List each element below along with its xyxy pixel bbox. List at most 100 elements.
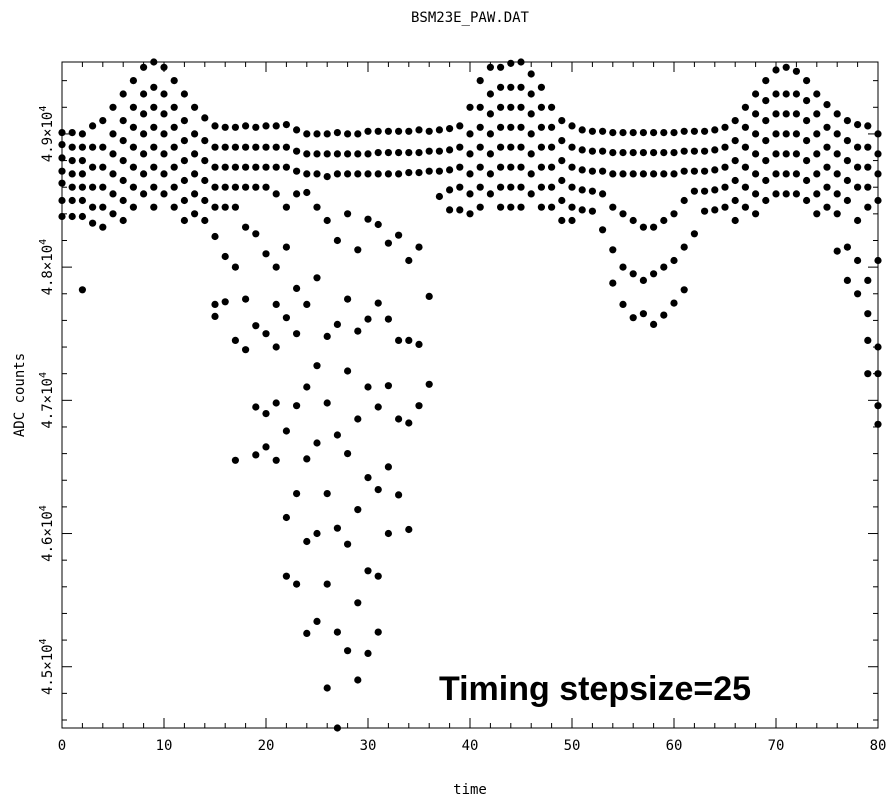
data-point xyxy=(150,58,158,66)
data-point xyxy=(425,292,433,300)
data-point xyxy=(344,450,352,458)
data-point xyxy=(741,183,750,191)
data-point xyxy=(282,314,290,322)
data-point xyxy=(160,63,168,71)
data-point xyxy=(180,216,188,225)
data-point xyxy=(425,147,433,155)
data-point xyxy=(752,190,760,198)
data-point xyxy=(782,190,790,198)
data-point xyxy=(711,126,719,134)
data-point xyxy=(303,537,311,546)
data-point xyxy=(639,223,648,231)
data-point xyxy=(690,187,699,195)
data-point xyxy=(660,311,668,319)
data-point xyxy=(599,127,607,135)
data-point xyxy=(170,183,178,191)
data-point xyxy=(140,170,148,178)
x-axis: 0 10 20 30 40 50 60 70 80 xyxy=(58,62,886,754)
data-point xyxy=(119,196,127,205)
data-point xyxy=(364,127,372,135)
data-point xyxy=(140,130,148,138)
data-point xyxy=(333,724,341,732)
data-point xyxy=(864,310,872,318)
data-point xyxy=(854,163,862,171)
data-point xyxy=(782,90,790,98)
data-point xyxy=(231,143,239,151)
y-axis: 4.5×104 4.6×104 4.7×104 4.8×104 4.9×104 xyxy=(38,80,878,721)
data-point xyxy=(272,343,280,351)
data-point xyxy=(374,149,382,157)
data-point xyxy=(160,110,168,118)
data-point xyxy=(527,150,535,158)
data-point xyxy=(609,246,617,254)
data-point xyxy=(78,212,86,221)
data-point xyxy=(476,143,484,151)
x-axis-label: time xyxy=(453,782,487,798)
data-point xyxy=(833,110,841,118)
data-point xyxy=(170,203,178,211)
data-point xyxy=(476,123,484,131)
data-point xyxy=(762,157,770,165)
data-point xyxy=(323,580,331,588)
data-point xyxy=(527,110,535,118)
data-point xyxy=(690,127,699,135)
data-point xyxy=(650,320,658,328)
data-point xyxy=(303,130,311,138)
data-point xyxy=(670,256,678,265)
data-point xyxy=(792,110,801,118)
data-point xyxy=(272,122,280,130)
data-point xyxy=(99,203,107,211)
data-point xyxy=(262,250,270,258)
data-point xyxy=(670,129,678,137)
data-point xyxy=(211,232,219,241)
data-point xyxy=(180,157,188,165)
data-point xyxy=(527,70,535,78)
data-point xyxy=(344,170,352,178)
data-point xyxy=(680,167,688,175)
data-point xyxy=(639,149,648,157)
data-point xyxy=(344,130,352,138)
data-point xyxy=(242,223,250,231)
data-point xyxy=(119,176,127,185)
data-point xyxy=(537,123,546,131)
data-point xyxy=(293,580,301,588)
data-point xyxy=(507,183,515,191)
data-point xyxy=(680,196,688,205)
data-point xyxy=(813,150,821,158)
data-point xyxy=(803,176,811,185)
data-point xyxy=(497,143,505,151)
data-point xyxy=(374,486,382,494)
annotation-text: Timing stepsize=25 xyxy=(439,670,751,708)
data-point xyxy=(374,403,382,411)
data-point xyxy=(619,149,627,157)
data-point xyxy=(731,157,739,165)
data-point xyxy=(446,146,454,154)
data-point xyxy=(670,299,678,307)
data-point xyxy=(364,215,372,223)
data-point xyxy=(527,170,535,178)
data-point xyxy=(405,419,413,427)
data-point xyxy=(568,143,576,151)
data-point xyxy=(231,163,239,171)
data-point xyxy=(58,196,66,205)
data-point xyxy=(517,83,525,91)
data-point xyxy=(670,210,678,218)
data-point xyxy=(191,170,199,178)
data-point xyxy=(58,179,66,187)
data-point xyxy=(548,143,556,151)
data-point xyxy=(323,216,331,225)
data-point xyxy=(629,129,637,137)
data-point xyxy=(415,243,423,251)
data-point xyxy=(476,163,484,171)
data-point xyxy=(486,190,494,198)
data-point xyxy=(497,203,505,211)
data-point xyxy=(864,163,872,171)
data-point xyxy=(813,210,821,218)
x-tick-label: 50 xyxy=(564,738,581,754)
data-point xyxy=(517,103,525,111)
data-point xyxy=(741,203,750,211)
data-point xyxy=(201,114,209,122)
data-point xyxy=(782,110,790,118)
data-point xyxy=(752,90,760,98)
data-point xyxy=(762,97,770,105)
